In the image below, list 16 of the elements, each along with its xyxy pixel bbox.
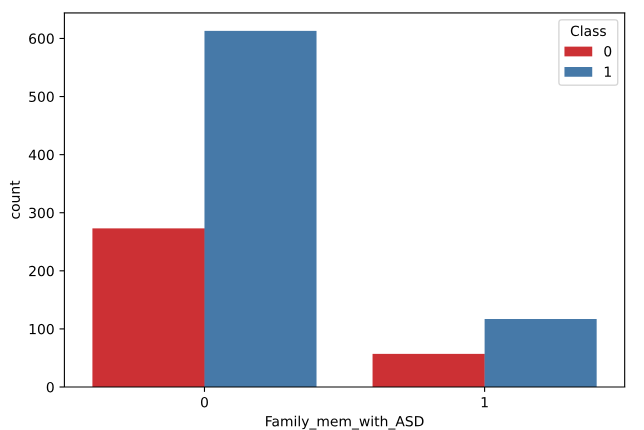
- legend-label: 0: [604, 46, 612, 57]
- legend-label: 1: [604, 66, 611, 77]
- y-tick-label: 300: [29, 208, 54, 218]
- bar: [484, 319, 597, 387]
- x-axis-title: Family_mem_with_ASD: [266, 416, 424, 430]
- y-tick-label: 200: [29, 266, 54, 276]
- y-tick-label: 0: [46, 382, 54, 392]
- legend-title: Class: [570, 25, 606, 36]
- y-tick-label: 400: [28, 150, 54, 160]
- bar: [204, 30, 317, 387]
- y-tick-label: 100: [30, 324, 54, 334]
- y-tick-label: 500: [29, 92, 54, 102]
- bar: [92, 228, 204, 387]
- y-tick-label: 600: [29, 33, 54, 44]
- y-axis-title: count: [10, 180, 20, 219]
- bar: [372, 354, 485, 387]
